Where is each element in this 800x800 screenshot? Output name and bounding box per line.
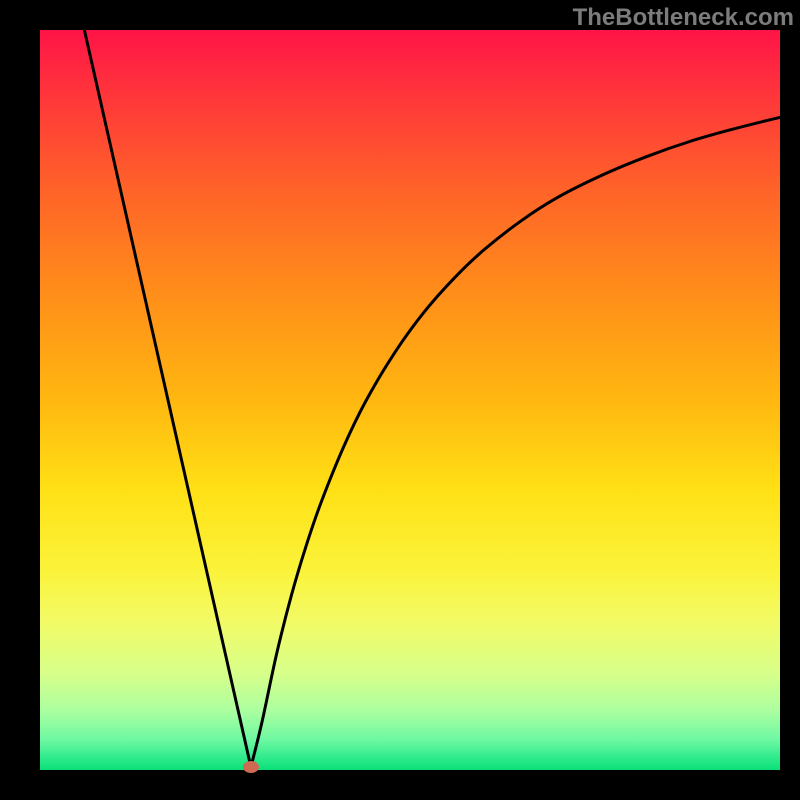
chart-root: { "canvas": { "width": 800, "height": 80… [0, 0, 800, 800]
plot-area [40, 30, 780, 770]
bottleneck-curve [40, 30, 780, 770]
bottleneck-point-marker [243, 761, 259, 773]
watermark-text: TheBottleneck.com [573, 4, 794, 32]
